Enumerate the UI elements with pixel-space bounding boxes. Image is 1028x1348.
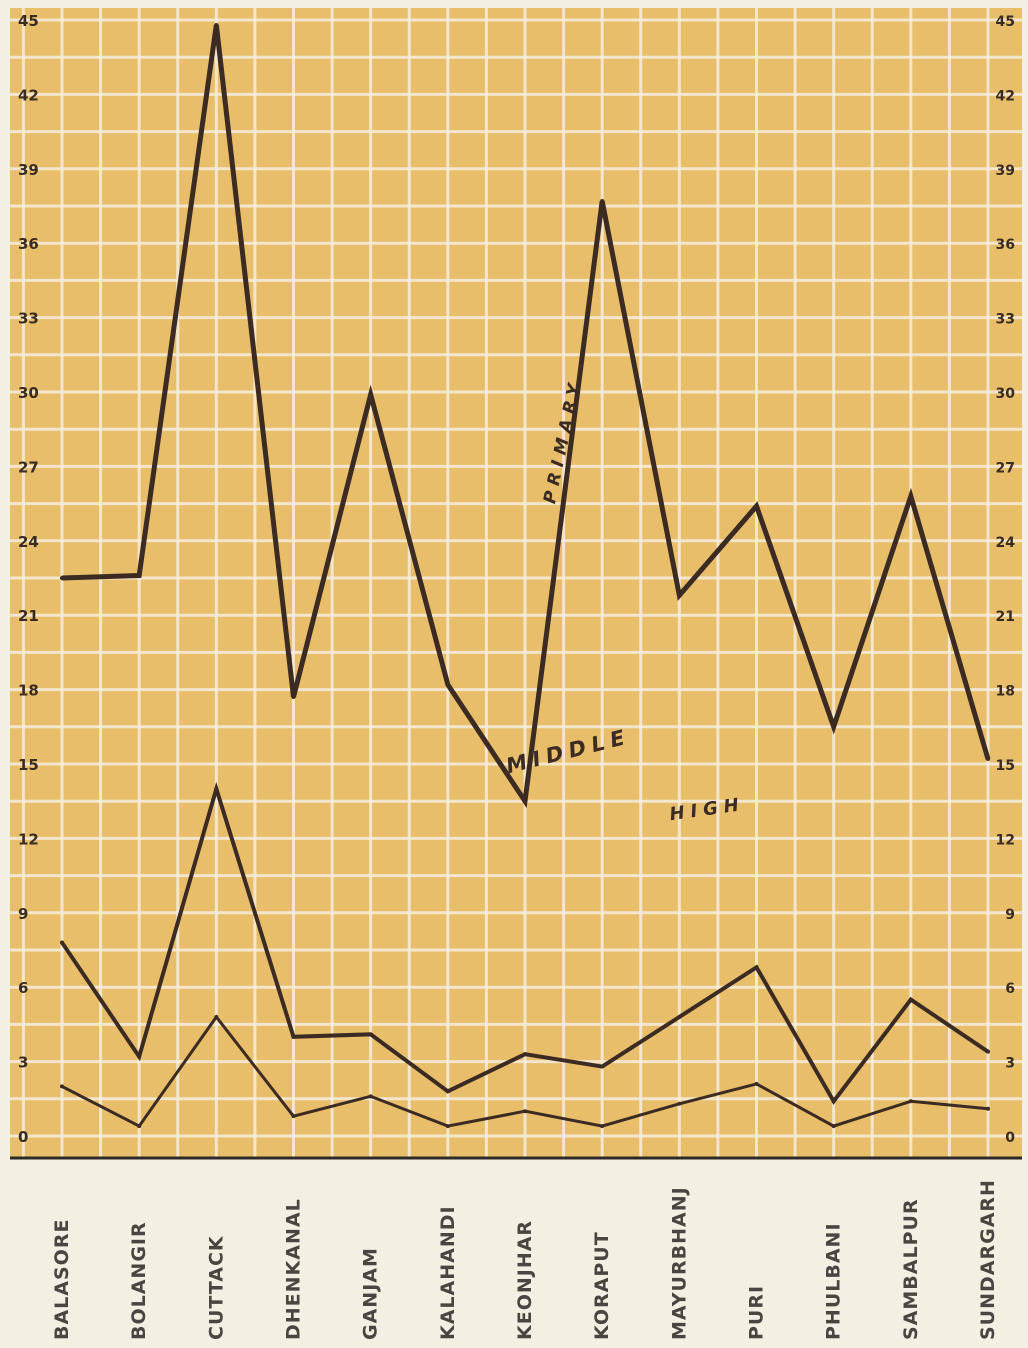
data-point-middle [831,1099,836,1104]
data-point-primary [214,22,219,27]
y-tick-label-right: 9 [1005,907,1015,923]
series-group [60,22,991,1129]
category-label: KALAHANDI [437,1205,459,1340]
y-tick-label-right: 6 [1005,981,1015,997]
category-label: DHENKANAL [283,1198,305,1340]
y-tick-label-right: 45 [996,14,1015,30]
data-point-middle [214,786,219,791]
data-point-middle [600,1064,605,1069]
y-tick-label-right: 21 [996,609,1015,625]
y-tick-label-left: 36 [18,235,39,253]
data-point-middle [291,1034,296,1039]
data-point-primary [600,199,605,204]
category-label: CUTTACK [205,1235,227,1340]
data-point-middle [677,1014,682,1019]
category-label: SAMBALPUR [900,1198,922,1340]
y-tick-label-right: 30 [996,386,1016,402]
data-point-high [986,1106,990,1111]
y-tick-label-left: 39 [18,161,39,179]
category-label: SUNDARGARH [977,1179,999,1340]
y-tick-label-right: 12 [996,832,1015,848]
data-point-high [523,1109,527,1114]
data-point-middle [368,1032,373,1037]
category-label: KORAPUT [591,1231,613,1340]
data-point-middle [986,1049,990,1054]
y-tick-label-right: 15 [996,758,1015,774]
y-tick-label-left: 0 [18,1128,28,1146]
data-point-high [831,1124,836,1129]
category-label: MAYURBHANJ [668,1186,690,1340]
category-label: PURI [746,1285,768,1340]
data-point-middle [445,1089,450,1094]
data-point-high [600,1124,605,1129]
data-point-middle [60,940,64,945]
y-tick-label-left: 42 [18,86,39,104]
data-point-high [908,1099,913,1104]
data-point-primary [986,757,990,762]
data-point-high [368,1094,373,1099]
data-point-high [291,1114,296,1119]
y-tick-label-right: 39 [996,163,1015,179]
category-labels: BALASORE BOLANGIR CUTTACK DHENKANAL GANJAM KA… [51,1179,999,1340]
y-tick-label-left: 9 [18,905,28,923]
data-point-primary [368,392,373,397]
y-tick-label-left: 45 [18,12,39,30]
y-tick-label-left: 33 [18,310,39,328]
data-point-high [445,1124,450,1129]
data-point-primary [908,494,913,499]
y-tick-label-right: 18 [996,684,1015,700]
y-tick-label-left: 27 [18,458,39,476]
data-point-high [677,1101,682,1106]
data-point-high [214,1014,219,1019]
category-label: KEONJHAR [514,1220,536,1340]
data-point-primary [831,724,836,729]
data-point-primary [60,576,64,580]
data-point-primary [677,593,682,598]
data-point-high [137,1124,142,1129]
y-tick-label-right: 27 [996,460,1015,476]
y-tick-label-right: 36 [996,237,1015,253]
data-point-middle [523,1052,527,1057]
y-tick-label-left: 18 [18,682,39,700]
data-point-primary [291,695,296,700]
data-point-primary [523,799,527,804]
y-tick-label-left: 3 [18,1054,28,1072]
data-point-middle [137,1054,142,1059]
y-tick-label-right: 33 [996,312,1015,328]
data-point-primary [754,504,759,509]
category-label: BOLANGIR [128,1221,150,1340]
category-label: PHULBANI [823,1222,845,1340]
data-point-primary [137,573,142,578]
y-tick-label-left: 21 [18,607,39,625]
y-tick-label-right: 42 [996,88,1015,104]
data-point-primary [445,682,450,687]
category-label: BALASORE [51,1219,73,1340]
y-tick-label-right: 3 [1005,1056,1015,1072]
y-tick-label-left: 24 [18,533,39,551]
plot-background [10,8,1022,1158]
gridlines [10,8,1022,1158]
y-tick-label-left: 15 [18,756,39,774]
y-tick-label-right: 24 [996,535,1016,551]
data-point-middle [754,965,759,970]
y-tick-label-right: 0 [1005,1130,1015,1146]
y-tick-label-left: 12 [18,830,39,848]
y-tick-label-left: 6 [18,979,28,997]
data-point-high [60,1084,64,1089]
y-tick-label-left: 30 [18,384,39,402]
data-point-high [754,1081,759,1086]
data-point-middle [908,997,913,1002]
category-label: GANJAM [360,1247,382,1340]
